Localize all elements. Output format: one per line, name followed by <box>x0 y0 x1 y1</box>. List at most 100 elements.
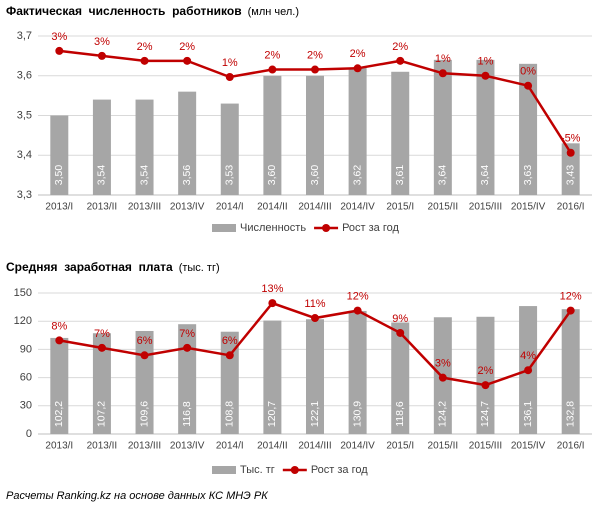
x-tick-label: 2013/II <box>87 202 118 213</box>
x-tick-label: 2014/II <box>257 202 288 213</box>
bar <box>391 322 410 434</box>
bar <box>306 319 324 434</box>
line-value-label: 8% <box>51 320 67 332</box>
bar-value-label: 3,60 <box>309 165 321 186</box>
bar-value-label: 122,1 <box>309 401 321 427</box>
bar <box>561 143 580 195</box>
bar-value-label: 120,7 <box>266 401 278 427</box>
bar <box>178 91 197 195</box>
y-tick-label: 0 <box>26 428 32 440</box>
x-tick-label: 2014/I <box>216 441 244 452</box>
line-marker <box>225 72 234 81</box>
legend-swatch-marker <box>290 466 299 474</box>
bar-value-label: 124,7 <box>479 401 491 427</box>
bar-value-label: 3,62 <box>351 165 363 186</box>
x-tick-label: 2014/I <box>216 202 244 213</box>
line-value-label: 2% <box>137 41 153 53</box>
legend-label: Численность <box>240 222 306 234</box>
y-tick-label: 3,6 <box>17 70 32 82</box>
chart-units: (тыс. тг) <box>179 262 220 274</box>
y-tick-label: 90 <box>20 343 32 355</box>
line-marker <box>396 56 405 65</box>
bar <box>178 324 197 434</box>
line-marker <box>438 373 447 382</box>
bar <box>92 333 111 434</box>
y-tick-label: 3,7 <box>17 30 32 42</box>
chart-title: Средняя заработная плата <box>6 260 173 274</box>
x-tick-label: 2013/I <box>45 441 73 452</box>
line-value-label: -5% <box>561 133 581 145</box>
bar-value-label: 3,54 <box>138 165 150 186</box>
bar <box>519 63 538 196</box>
line-marker <box>183 56 192 65</box>
x-tick-label: 2016/I <box>557 441 585 452</box>
x-tick-label: 2015/II <box>428 202 459 213</box>
bar-value-label: 3,64 <box>479 165 491 186</box>
bar-value-label: 3,61 <box>394 165 406 186</box>
line-value-label: 0% <box>520 66 536 78</box>
bar-value-label: 108,8 <box>224 401 236 427</box>
x-tick-label: 2014/III <box>298 202 331 213</box>
line-value-label: 3% <box>94 36 110 48</box>
bar-value-label: 3,54 <box>96 165 108 186</box>
x-tick-label: 2015/III <box>469 202 502 213</box>
line-marker <box>481 71 490 80</box>
chart-units: (млн чел.) <box>248 6 299 18</box>
legend-swatch <box>212 224 236 232</box>
bar-value-label: 3,53 <box>224 165 236 186</box>
line-marker <box>524 366 533 375</box>
x-tick-label: 2015/III <box>469 441 502 452</box>
bar <box>348 67 367 195</box>
legend-label: Рост за год <box>342 222 399 234</box>
line-marker <box>353 306 362 315</box>
line-value-label: 12% <box>560 290 582 302</box>
bar-value-label: 3,63 <box>522 165 534 186</box>
line-value-label: 11% <box>304 298 325 310</box>
line-value-label: 3% <box>51 31 67 43</box>
x-tick-label: 2014/IV <box>340 441 375 452</box>
x-tick-label: 2014/IV <box>340 202 375 213</box>
bar-value-label: 124,2 <box>437 401 449 427</box>
bar-value-label: 3,64 <box>437 165 449 186</box>
x-tick-label: 2015/I <box>386 441 414 452</box>
footer-note: Расчеты Ranking.kz на основе данных КС М… <box>6 490 268 502</box>
chart-title: Фактическая численность работников <box>6 4 242 18</box>
line-marker <box>311 314 319 323</box>
bar-value-label: 109,6 <box>138 401 150 427</box>
bar-value-label: 3,43 <box>564 165 576 186</box>
line-value-label: 13% <box>261 283 283 295</box>
bar <box>263 320 282 434</box>
bar <box>433 59 452 195</box>
bar <box>561 309 580 434</box>
legend-label: Тыс. тг <box>240 464 275 476</box>
line-value-label: 3% <box>435 358 451 370</box>
line-marker <box>311 65 319 74</box>
line-value-label: 2% <box>264 49 280 61</box>
bar <box>220 103 239 195</box>
y-tick-label: 120 <box>14 315 32 327</box>
line-value-label: 2% <box>478 365 494 377</box>
line-value-label: 1% <box>222 57 238 69</box>
bar <box>135 330 154 434</box>
y-tick-label: 60 <box>20 372 32 384</box>
bar-value-label: 116,8 <box>181 401 193 427</box>
y-tick-label: 3,5 <box>17 109 32 121</box>
bar-value-label: 130,9 <box>351 401 363 427</box>
bar-value-label: 3,50 <box>53 165 65 186</box>
line-marker <box>140 56 149 65</box>
x-tick-label: 2013/IV <box>170 441 205 452</box>
line-value-label: 7% <box>179 328 195 340</box>
bar-value-label: 3,56 <box>181 165 193 186</box>
line-value-label: 4% <box>520 350 536 362</box>
x-tick-label: 2013/III <box>128 202 161 213</box>
legend-swatch <box>212 466 236 474</box>
line-value-label: 2% <box>350 48 366 60</box>
x-tick-label: 2015/IV <box>511 202 546 213</box>
bar <box>92 99 111 195</box>
x-tick-label: 2015/II <box>428 441 459 452</box>
bar <box>50 337 69 434</box>
line-value-label: 1% <box>478 56 494 68</box>
y-tick-label: 30 <box>20 400 32 412</box>
bar <box>476 59 495 195</box>
